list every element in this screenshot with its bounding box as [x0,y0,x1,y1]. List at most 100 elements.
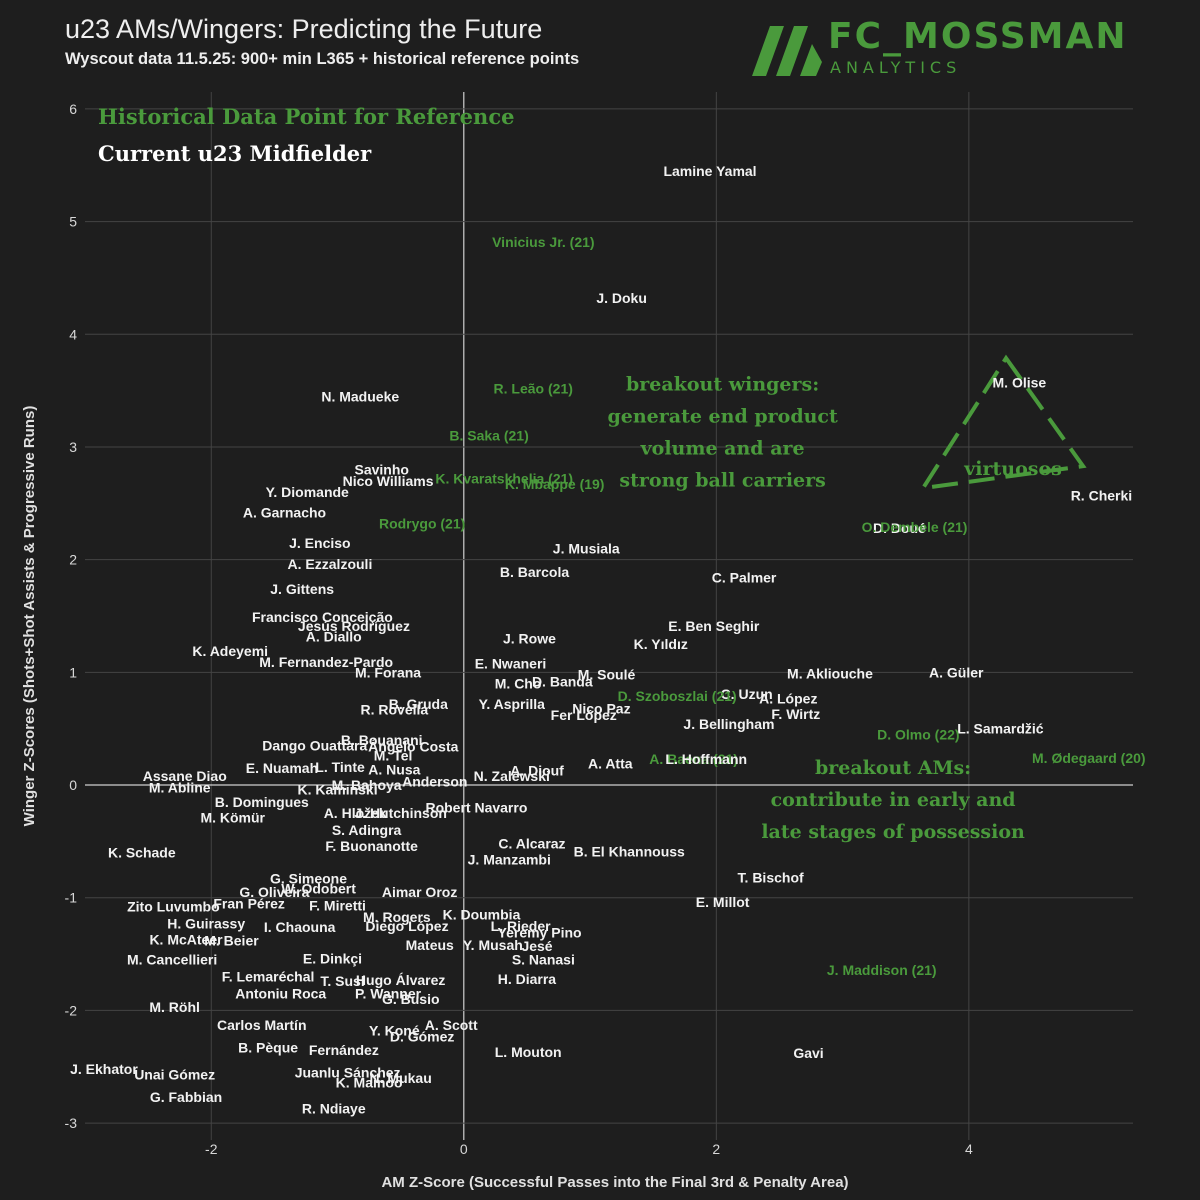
y-tick-label: 5 [69,214,77,230]
point-label: Nico Williams [343,473,434,489]
point-label: D. Gómez [390,1028,455,1044]
point-label: K. Yıldız [634,636,688,652]
point-label: B. Pèque [238,1040,298,1056]
point-label: K. Mbappe (19) [505,476,605,492]
point-label: A. Diallo [306,628,362,644]
point-label: T. Susl [320,973,364,989]
point-label: A. Hložek [324,805,387,821]
point-label: D. Szoboszlai (21) [618,688,737,704]
point-label: J. Maddison (21) [827,962,937,978]
point-label: M. Cancellieri [127,952,217,968]
point-label: A. Güler [929,664,984,680]
point-label: B. Barcola [500,564,569,580]
point-label: B. Bouanani [341,732,423,748]
point-label: B. El Khannouss [574,844,685,860]
point-label: J. Hutchinson [354,805,447,821]
annotation-line: late stages of possession [761,821,1025,843]
point-label: Mateus [406,937,454,953]
annotation-line: virtuosos [963,458,1062,480]
point-label: B. Domingues [215,794,309,810]
point-label: Y. Diomande [266,484,349,500]
point-label: A. Diouf [510,762,564,778]
y-tick-label: 6 [69,101,77,117]
y-tick-label: 2 [69,552,77,568]
point-label: Diego López [365,918,448,934]
point-label: M. Röhl [149,999,200,1015]
point-label: L. Hoffmann [665,751,747,767]
point-label: K. Mainoo [336,1075,403,1091]
annotation-line: strong ball carriers [619,470,825,492]
point-label: D. Doué [873,520,926,536]
annotation-line: breakout wingers: [626,374,819,396]
chart-subtitle: Wyscout data 11.5.25: 900+ min L365 + hi… [65,50,580,68]
point-label: M. Akliouche [787,665,873,681]
point-label: C. Alcaraz [498,836,565,852]
point-label: M. Kömür [200,810,265,826]
point-label: J. Ekhator [70,1061,138,1077]
grid-lines [85,92,1133,1140]
y-tick-label: 4 [69,326,77,342]
point-label: J. Manzambi [468,851,551,867]
point-label: A. Garnacho [243,504,326,520]
point-label: Y. Asprilla [479,696,546,712]
point-label: L. Rieder [491,918,551,934]
x-tick-label: 4 [965,1141,973,1157]
point-label: Juanlu Sánchez [295,1064,401,1080]
y-tick-label: -2 [65,1002,78,1018]
point-label: I. Chaouna [264,919,336,935]
x-tick-label: 2 [712,1141,720,1157]
annotation-line: contribute in early and [771,789,1016,811]
point-label: M. Ødegaard (20) [1032,750,1146,766]
y-tick-label: 1 [69,664,77,680]
point-label: J. Rowe [503,631,556,647]
point-label: Y. Koné [369,1023,420,1039]
point-label: A. Ezzalzouli [288,556,373,572]
y-axis-label: Winger Z-Scores (Shots+Shot Assists & Pr… [21,406,38,827]
point-label: Yeremy Pino [498,925,582,941]
point-label: Gavi [793,1045,823,1061]
point-label: Fer López [551,707,617,723]
point-label: F. Buonanotte [325,838,418,854]
point-label: O. Dembele (21) [862,519,968,535]
point-label: Savinho [354,462,408,478]
point-label: T. Bischof [738,869,804,885]
x-tick-label: -2 [205,1141,218,1157]
point-label: Carlos Martín [217,1017,306,1033]
point-label: J. Enciso [289,535,350,551]
point-label: Nico Paz [572,700,630,716]
point-label: P. Wanner [355,986,422,1002]
point-label: F. Wirtz [771,706,820,722]
point-label: H. Diarra [498,971,557,987]
point-label: M. Cho [495,676,542,692]
point-label: Jesús Rodríguez [298,618,410,634]
annotation-text: virtuosos [963,458,1062,480]
point-label: C. Uzun [721,686,773,702]
annotation-line: generate end product [607,406,838,428]
point-label: Hugo Álvarez [356,972,445,988]
point-label: W. Odobert [281,881,356,897]
y-tick-label: -3 [65,1115,78,1131]
point-label: F. Lemaréchal [222,969,315,985]
point-label: K. Schade [108,845,176,861]
point-label: N. Madueke [321,388,399,404]
x-axis-label: AM Z-Score (Successful Passes into the F… [381,1174,848,1191]
chart-title: u23 AMs/Wingers: Predicting the Future [65,14,543,44]
point-label: S. Adingra [332,822,402,838]
point-label: Dango Ouattara [262,738,367,754]
point-label: K. Adeyemi [192,643,268,659]
point-label: A. Scott [425,1017,478,1033]
point-label: M. Abline [149,779,211,795]
point-label: Jesé [521,938,552,954]
point-label: M. Soulé [578,667,636,683]
point-label: Fran Pérez [213,895,285,911]
point-label: L. Samardžić [957,721,1044,737]
point-label: N. Mukau [370,1070,432,1086]
point-label: Y. Musah [463,937,523,953]
point-label: E. Millot [696,894,750,910]
point-label: Aimar Oroz [382,884,457,900]
point-label: Antoniu Roca [235,986,326,1002]
point-label: D. Banda [532,673,593,689]
point-label: D. Olmo (22) [877,726,959,742]
y-tick-label: 0 [69,777,77,793]
